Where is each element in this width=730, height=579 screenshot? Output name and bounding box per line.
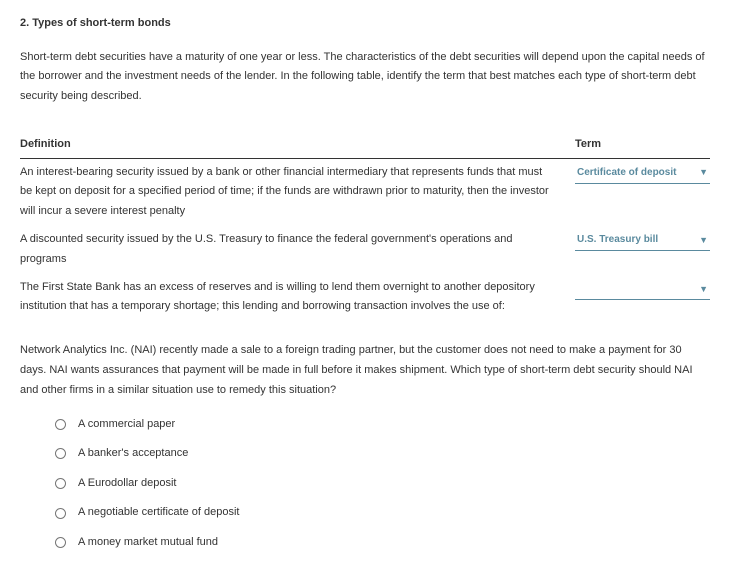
table-row: A discounted security issued by the U.S.…	[20, 226, 710, 274]
header-definition: Definition	[20, 132, 575, 158]
dropdown-value: Certificate of deposit	[577, 164, 676, 182]
option-radio-1[interactable]	[55, 448, 66, 459]
option-radio-3[interactable]	[55, 508, 66, 519]
option-label: A banker's acceptance	[78, 445, 188, 463]
option-row: A negotiable certificate of deposit	[55, 504, 710, 522]
table-row: An interest-bearing security issued by a…	[20, 158, 710, 226]
chevron-down-icon: ▼	[699, 164, 708, 180]
option-row: A banker's acceptance	[55, 445, 710, 463]
scenario-paragraph: Network Analytics Inc. (NAI) recently ma…	[20, 341, 710, 400]
term-dropdown-1[interactable]: U.S. Treasury bill ▼	[575, 230, 710, 251]
chevron-down-icon: ▼	[699, 281, 708, 297]
definition-cell: A discounted security issued by the U.S.…	[20, 226, 575, 274]
definition-cell: The First State Bank has an excess of re…	[20, 274, 575, 322]
definition-cell: An interest-bearing security issued by a…	[20, 158, 575, 226]
table-row: The First State Bank has an excess of re…	[20, 274, 710, 322]
option-row: A commercial paper	[55, 416, 710, 434]
option-label: A Eurodollar deposit	[78, 475, 176, 493]
option-label: A negotiable certificate of deposit	[78, 504, 239, 522]
option-label: A commercial paper	[78, 416, 175, 434]
option-row: A money market mutual fund	[55, 534, 710, 552]
definitions-table: Definition Term An interest-bearing secu…	[20, 132, 710, 321]
term-dropdown-2[interactable]: ▼	[575, 280, 710, 299]
option-label: A money market mutual fund	[78, 534, 218, 552]
chevron-down-icon: ▼	[699, 232, 708, 248]
term-dropdown-0[interactable]: Certificate of deposit ▼	[575, 163, 710, 184]
options-group: A commercial paper A banker's acceptance…	[20, 416, 710, 552]
option-radio-4[interactable]	[55, 537, 66, 548]
option-radio-2[interactable]	[55, 478, 66, 489]
header-term: Term	[575, 132, 710, 158]
section-title: 2. Types of short-term bonds	[20, 15, 710, 33]
option-radio-0[interactable]	[55, 419, 66, 430]
intro-paragraph: Short-term debt securities have a maturi…	[20, 48, 710, 107]
dropdown-value: U.S. Treasury bill	[577, 231, 658, 249]
option-row: A Eurodollar deposit	[55, 475, 710, 493]
